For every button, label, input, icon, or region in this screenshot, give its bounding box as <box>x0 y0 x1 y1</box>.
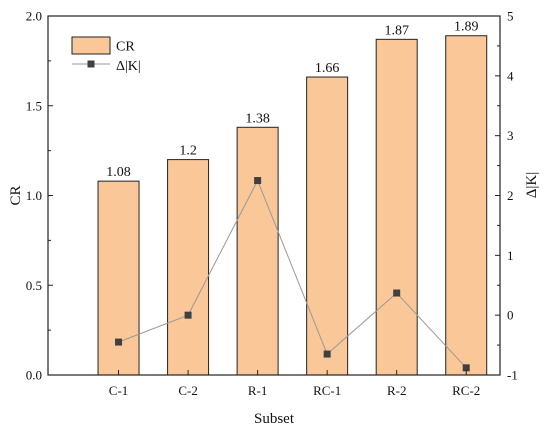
bar-value-label: 1.38 <box>245 111 270 126</box>
y-right-tick-label: 3 <box>507 128 514 143</box>
x-tick-label: R-2 <box>387 383 407 398</box>
bar-series-layer <box>97 35 488 376</box>
bar-value-label: 1.87 <box>384 23 409 38</box>
bar-C-2 <box>167 159 210 376</box>
y-tick-label: 2.0 <box>26 9 42 24</box>
y-right-axis-title: Δ|K| <box>524 172 540 198</box>
legend: CR Δ|K| <box>71 36 141 74</box>
x-tick-label: C-2 <box>178 383 198 398</box>
y-right-tick-label: -1 <box>507 368 518 383</box>
delta-k-point-RC-2 <box>462 364 470 372</box>
line-series-layer <box>115 177 470 372</box>
bar-RC-1 <box>306 76 349 376</box>
x-tick-label: RC-1 <box>313 383 341 398</box>
y-right-tick-label: 0 <box>507 308 514 323</box>
delta-k-point-R-1 <box>254 177 262 185</box>
bar-value-label: 1.89 <box>454 20 479 35</box>
bar-C-1 <box>97 180 140 376</box>
bar-value-label: 1.2 <box>179 144 197 159</box>
y-axis-title: CR <box>8 185 24 205</box>
legend-label-cr: CR <box>116 40 135 55</box>
delta-k-line <box>118 179 467 369</box>
labels-layer: 1.08 1.2 1.38 1.66 1.87 1.89 0.0 0.5 1.0 1.5 2.0 -1… <box>8 9 540 428</box>
x-axis-title: Subset <box>254 411 295 427</box>
legend-label-delta-k: Δ|K| <box>116 59 141 74</box>
y-tick-label: 1.5 <box>26 98 42 113</box>
delta-k-point-RC-1 <box>323 350 331 358</box>
y-right-tick-label: 2 <box>507 188 514 203</box>
bar-value-label: 1.08 <box>106 165 131 180</box>
x-tick-label: C-1 <box>109 383 129 398</box>
delta-k-point-C-2 <box>184 311 192 319</box>
bar-value-label: 1.66 <box>315 61 340 76</box>
y-tick-label: 0.0 <box>26 368 42 383</box>
bar-R-1 <box>236 126 279 376</box>
y-right-tick-label: 5 <box>507 9 514 24</box>
y-tick-label: 0.5 <box>26 278 42 293</box>
legend-swatch-cr <box>71 36 111 55</box>
delta-k-point-R-2 <box>393 289 401 297</box>
axes-layer <box>47 15 501 376</box>
bar-RC-2 <box>445 35 488 376</box>
x-tick-label: RC-2 <box>452 383 480 398</box>
x-tick-label: R-1 <box>248 383 268 398</box>
y-right-tick-label: 1 <box>507 248 514 263</box>
delta-k-point-C-1 <box>115 338 123 346</box>
bar-R-2 <box>375 38 418 376</box>
y-right-tick-label: 4 <box>507 68 514 83</box>
legend-swatch-marker <box>87 60 95 68</box>
y-tick-label: 1.0 <box>26 188 42 203</box>
